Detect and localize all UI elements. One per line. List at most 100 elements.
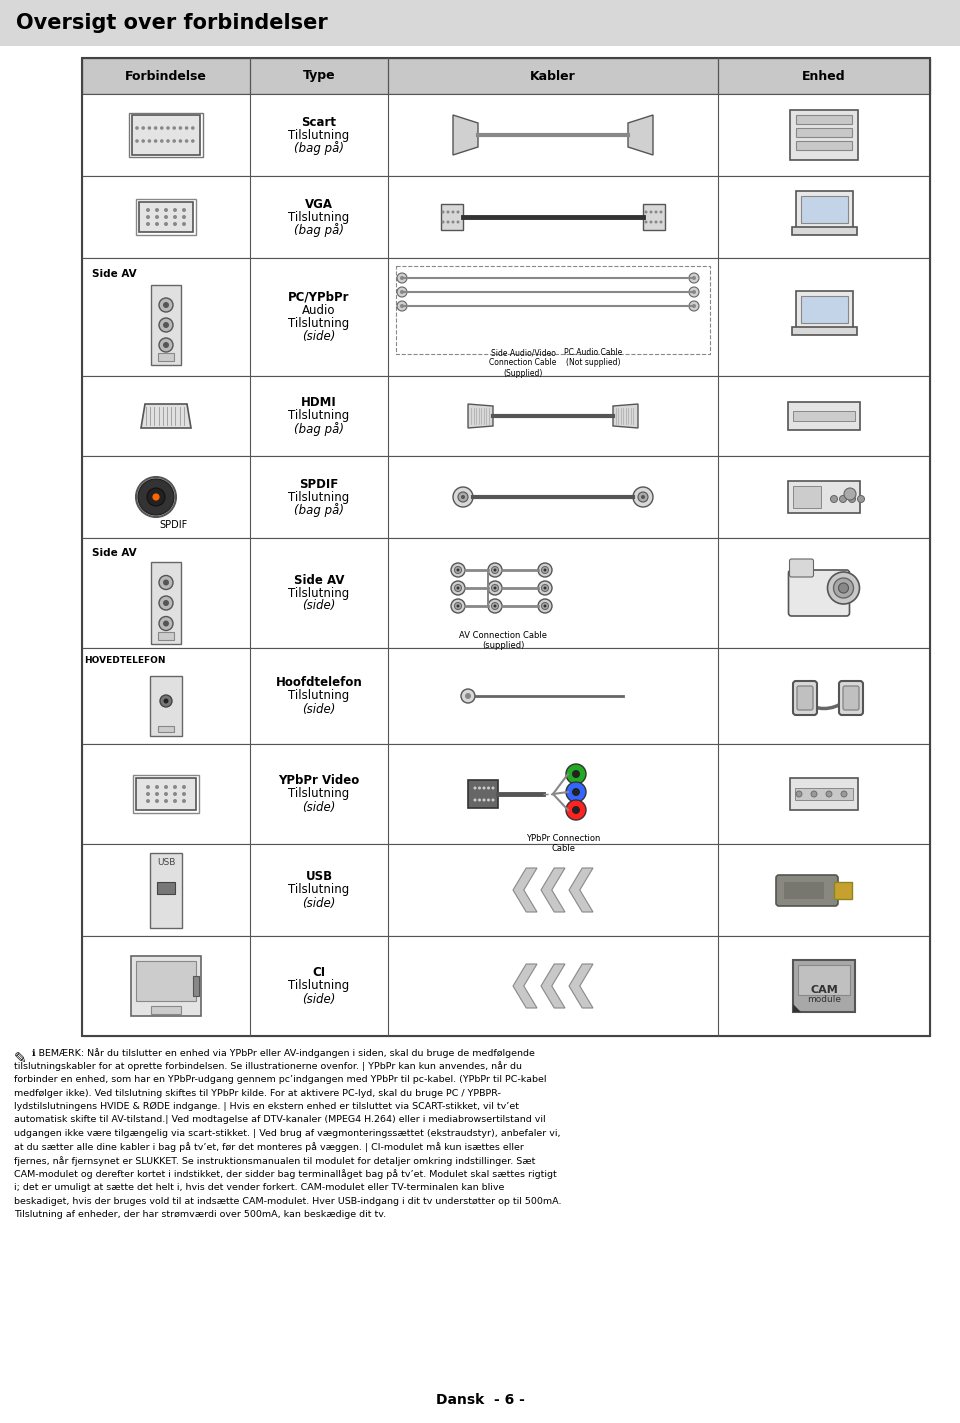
Circle shape (148, 127, 152, 129)
Circle shape (163, 342, 169, 349)
Circle shape (655, 211, 658, 213)
Circle shape (173, 208, 177, 212)
Circle shape (454, 566, 462, 573)
Circle shape (660, 221, 662, 223)
Circle shape (155, 208, 159, 212)
Text: Tilslutning: Tilslutning (288, 211, 349, 223)
Text: tilslutningskabler for at oprette forbindelsen. Se illustrationerne ovenfor. | Y: tilslutningskabler for at oprette forbin… (14, 1062, 522, 1072)
FancyBboxPatch shape (82, 376, 930, 455)
FancyBboxPatch shape (843, 686, 859, 710)
Circle shape (493, 569, 496, 572)
Text: Forbindelse: Forbindelse (125, 70, 207, 83)
Circle shape (492, 566, 498, 573)
Circle shape (191, 139, 195, 142)
Circle shape (689, 302, 699, 312)
Text: forbinder en enhed, som har en YPbPr-udgang gennem pc’indgangen med YPbPr til pc: forbinder en enhed, som har en YPbPr-udg… (14, 1074, 546, 1084)
Circle shape (453, 487, 473, 507)
FancyBboxPatch shape (790, 110, 858, 159)
Circle shape (141, 139, 145, 142)
FancyBboxPatch shape (793, 487, 821, 508)
Circle shape (136, 477, 176, 517)
Circle shape (173, 215, 177, 219)
Circle shape (138, 480, 174, 515)
Circle shape (182, 208, 186, 212)
Text: Scart: Scart (301, 115, 337, 128)
Polygon shape (513, 868, 537, 912)
Text: Side AV: Side AV (92, 548, 136, 558)
Text: Side Audio/Video
Connection Cable
(Supplied): Side Audio/Video Connection Cable (Suppl… (490, 349, 557, 377)
Text: (bag på): (bag på) (294, 502, 344, 517)
Circle shape (159, 575, 173, 589)
Circle shape (566, 764, 586, 784)
FancyBboxPatch shape (784, 882, 824, 899)
Polygon shape (569, 868, 593, 912)
Circle shape (173, 798, 177, 803)
FancyBboxPatch shape (796, 115, 852, 124)
Circle shape (451, 599, 465, 613)
Circle shape (155, 785, 159, 788)
FancyBboxPatch shape (796, 290, 852, 327)
Text: (side): (side) (302, 801, 336, 814)
Circle shape (135, 127, 139, 129)
FancyBboxPatch shape (793, 682, 817, 714)
Circle shape (164, 215, 168, 219)
FancyBboxPatch shape (82, 538, 930, 647)
Circle shape (173, 222, 177, 226)
Circle shape (163, 579, 169, 585)
FancyBboxPatch shape (193, 976, 199, 996)
Circle shape (689, 287, 699, 297)
Polygon shape (793, 1005, 801, 1012)
Circle shape (160, 139, 163, 142)
FancyBboxPatch shape (82, 744, 930, 844)
Circle shape (446, 211, 449, 213)
Circle shape (153, 494, 159, 501)
FancyBboxPatch shape (797, 686, 813, 710)
Circle shape (163, 699, 169, 703)
FancyBboxPatch shape (150, 676, 182, 736)
Circle shape (543, 586, 546, 589)
FancyBboxPatch shape (789, 559, 813, 576)
Circle shape (397, 287, 407, 297)
Circle shape (159, 297, 173, 312)
Circle shape (811, 791, 817, 797)
Text: VGA: VGA (305, 198, 333, 211)
Text: Kabler: Kabler (530, 70, 576, 83)
Text: (side): (side) (302, 330, 336, 343)
Circle shape (159, 317, 173, 332)
FancyBboxPatch shape (151, 1006, 181, 1015)
Circle shape (650, 221, 653, 223)
FancyBboxPatch shape (82, 455, 930, 538)
Text: (bag på): (bag på) (294, 223, 344, 238)
Circle shape (154, 139, 157, 142)
Circle shape (488, 564, 502, 576)
Circle shape (826, 791, 832, 797)
Text: YPbPr Connection
Cable: YPbPr Connection Cable (526, 834, 600, 854)
Circle shape (473, 798, 476, 801)
Circle shape (566, 800, 586, 820)
Circle shape (164, 798, 168, 803)
Circle shape (182, 785, 186, 788)
Circle shape (692, 276, 696, 280)
Circle shape (159, 596, 173, 610)
Circle shape (638, 492, 648, 502)
Circle shape (173, 139, 176, 142)
FancyBboxPatch shape (796, 141, 852, 149)
FancyBboxPatch shape (793, 961, 855, 1012)
Circle shape (457, 586, 460, 589)
Circle shape (173, 793, 177, 795)
Text: (side): (side) (302, 896, 336, 909)
FancyBboxPatch shape (151, 285, 181, 366)
Circle shape (538, 599, 552, 613)
Text: AV Connection Cable
(supplied): AV Connection Cable (supplied) (459, 630, 547, 650)
Circle shape (492, 798, 494, 801)
Circle shape (442, 221, 444, 223)
Circle shape (179, 127, 182, 129)
Circle shape (465, 693, 471, 699)
Circle shape (541, 585, 548, 592)
FancyBboxPatch shape (82, 936, 930, 1036)
Circle shape (478, 787, 481, 790)
FancyBboxPatch shape (791, 327, 856, 334)
Circle shape (572, 770, 580, 778)
Text: Tilslutning: Tilslutning (288, 128, 349, 141)
Circle shape (458, 492, 468, 502)
